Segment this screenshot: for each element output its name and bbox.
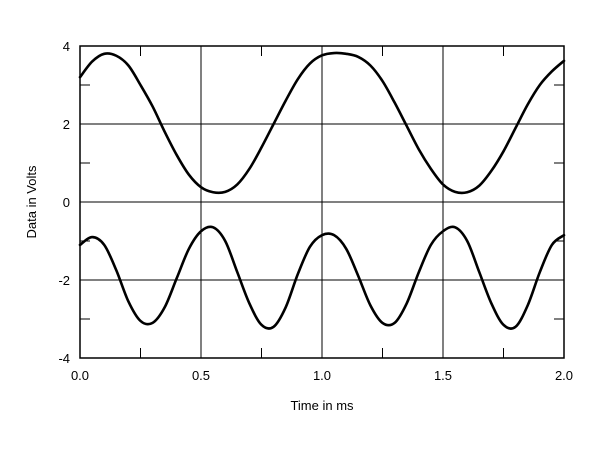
series-lines [78,51,566,330]
y-tick-label: -4 [58,351,70,366]
x-tick-label: 1.0 [313,368,331,383]
y-axis-label: Data in Volts [24,165,39,238]
y-tick-labels: 4 2 0 -2 -4 [58,39,70,366]
series-line-upper [78,51,566,195]
x-tick-label: 2.0 [555,368,573,383]
y-tick-label: 2 [63,117,70,132]
grid-lines [80,46,564,358]
y-tick-label: 4 [63,39,70,54]
x-tick-label: 1.5 [434,368,452,383]
plot-frame [79,45,565,359]
series-line-lower [78,225,566,330]
y-tick-label: -2 [58,273,70,288]
x-tick-labels: 0.0 0.5 1.0 1.5 2.0 [71,368,573,383]
x-tick-label: 0.0 [71,368,89,383]
y-tick-label: 0 [63,195,70,210]
x-tick-label: 0.5 [192,368,210,383]
x-axis-label: Time in ms [290,398,354,413]
